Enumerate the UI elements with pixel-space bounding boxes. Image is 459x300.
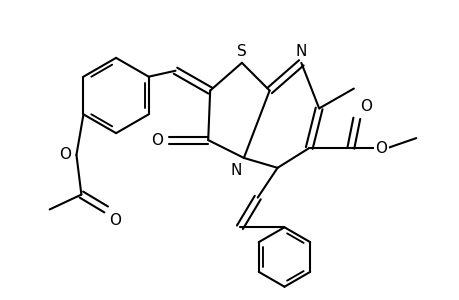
Text: O: O [375, 140, 387, 155]
Text: O: O [359, 99, 371, 114]
Text: O: O [59, 148, 71, 163]
Text: O: O [150, 133, 162, 148]
Text: O: O [109, 213, 121, 228]
Text: S: S [236, 44, 246, 59]
Text: N: N [295, 44, 306, 59]
Text: N: N [230, 163, 241, 178]
